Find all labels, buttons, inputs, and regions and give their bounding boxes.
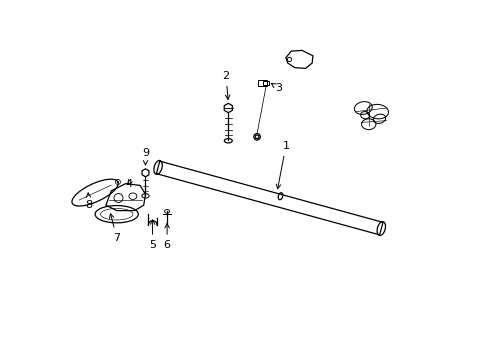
Text: 8: 8	[85, 193, 92, 210]
Text: 5: 5	[148, 220, 156, 250]
Text: 4: 4	[125, 179, 132, 189]
Text: 9: 9	[142, 148, 149, 165]
Text: 7: 7	[109, 213, 120, 243]
Text: 1: 1	[276, 141, 289, 189]
Text: 3: 3	[271, 83, 282, 93]
Text: 6: 6	[163, 224, 170, 250]
Text: 2: 2	[222, 71, 229, 99]
